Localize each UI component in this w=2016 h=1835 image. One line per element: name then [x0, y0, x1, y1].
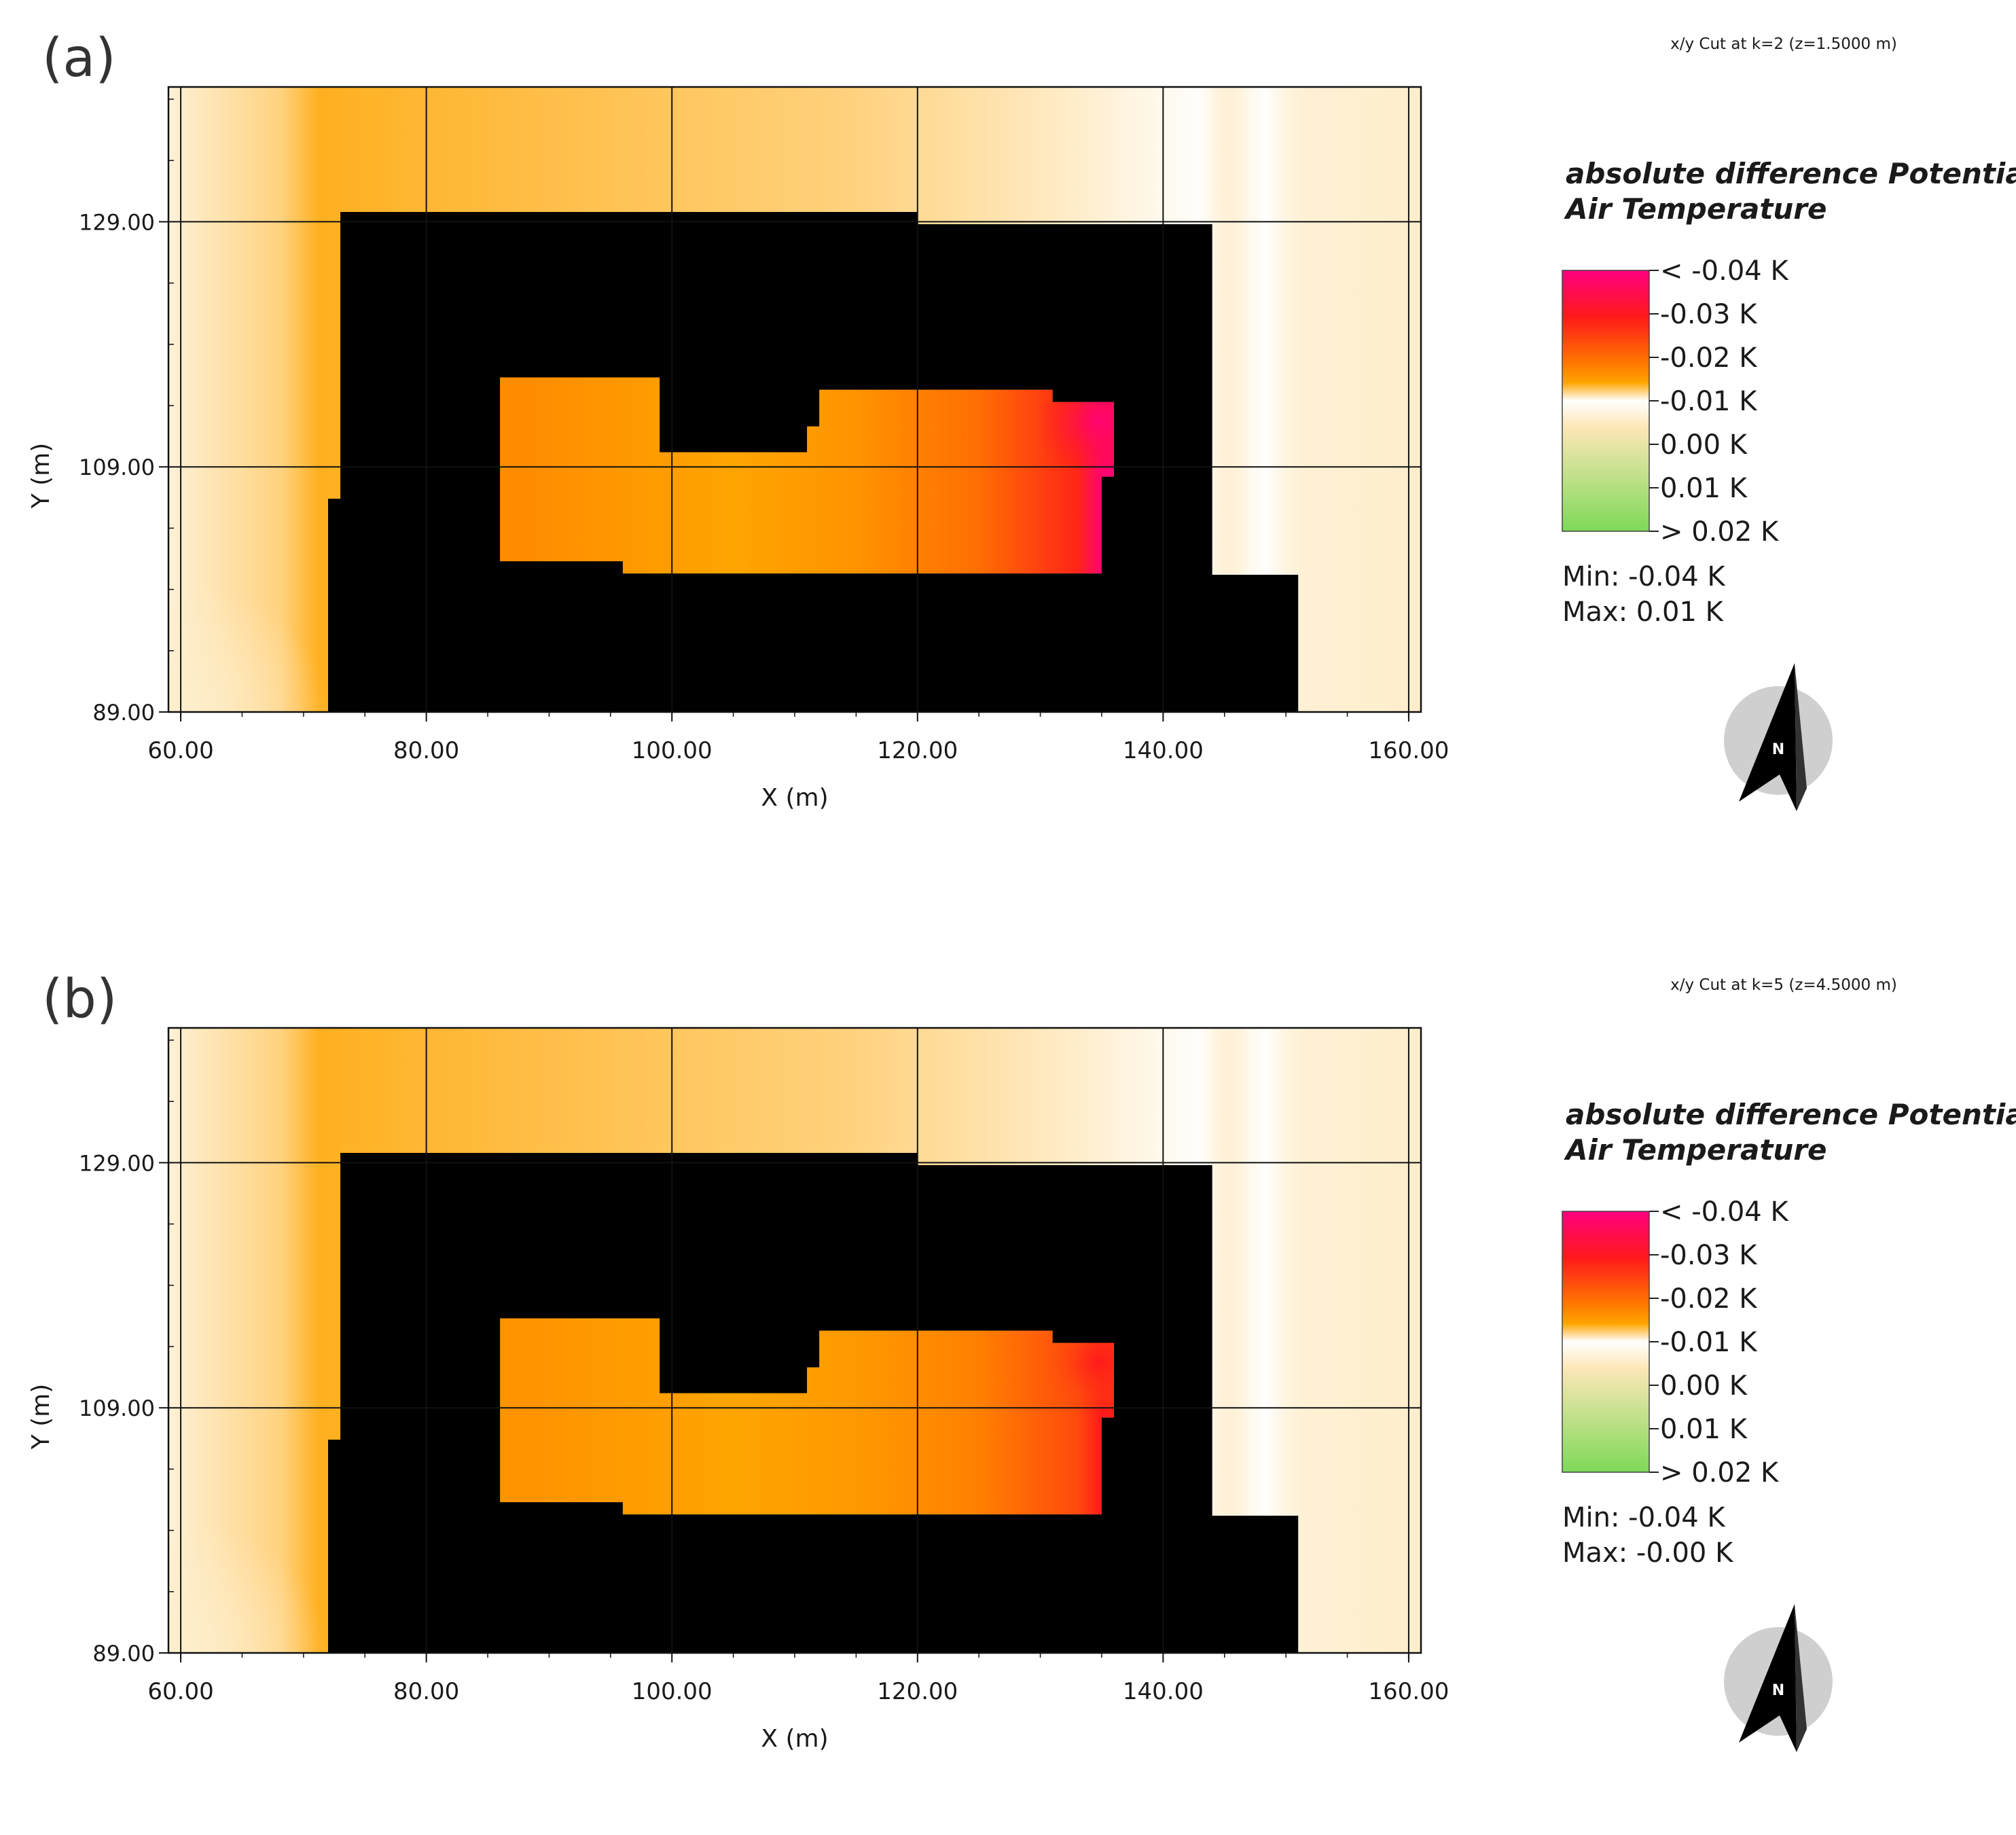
north-arrow-icon: N [1724, 663, 1833, 811]
legend-title-line-1: absolute difference Potential [1566, 157, 2016, 190]
y-tick-label: 89.00 [92, 700, 155, 726]
grid-lines [168, 87, 1421, 712]
y-tick-label: 109.00 [79, 1395, 155, 1421]
y-axis-label: Y (m) [27, 443, 55, 510]
colorbar-label: -0.02 K [1660, 1283, 1758, 1315]
min-label: Min: -0.04 K [1562, 561, 1726, 592]
x-tick-label: 160.00 [1368, 1678, 1449, 1705]
panel-label: (a) [42, 28, 116, 89]
colorbar-label: -0.01 K [1660, 1327, 1758, 1358]
north-arrow-needle-shade [1795, 1604, 1807, 1752]
north-arrow-needle-shade [1795, 663, 1807, 811]
x-tick-label: 80.00 [393, 1678, 459, 1705]
y-axis-label: Y (m) [27, 1384, 55, 1450]
colorbar-label: < -0.04 K [1660, 255, 1789, 287]
x-tick-label: 140.00 [1123, 737, 1204, 764]
cut-label: x/y Cut at k=2 (z=1.5000 m) [1670, 35, 1897, 53]
colorbar-label: -0.01 K [1660, 386, 1758, 417]
colorbar-label: 0.00 K [1660, 1370, 1748, 1402]
building-footprint [328, 212, 1299, 712]
colorbar-label: 0.01 K [1660, 473, 1748, 504]
colorbar-label: -0.03 K [1660, 1240, 1758, 1271]
colorbar-label: 0.01 K [1660, 1414, 1748, 1445]
y-tick-label: 109.00 [79, 455, 155, 480]
y-tick-label: 129.00 [79, 209, 155, 235]
colorbar [1562, 1211, 1650, 1473]
panel-b: 60.00 80.00 100.00 120.00 140.00 160.00 89.00 1… [27, 969, 2016, 1753]
north-label: N [1772, 1682, 1784, 1699]
max-label: Max: -0.00 K [1562, 1537, 1734, 1569]
x-tick-label: 60.00 [147, 1678, 213, 1705]
y-tick-label: 129.00 [79, 1150, 155, 1176]
x-tick-label: 140.00 [1123, 1678, 1204, 1705]
grid-lines [168, 1028, 1421, 1653]
courtyard-hotspot [1040, 1342, 1115, 1408]
courtyard-area [500, 377, 1115, 574]
colorbar-label: > 0.02 K [1660, 516, 1780, 548]
panel-label: (b) [42, 969, 117, 1030]
building-footprint [328, 1153, 1299, 1653]
x-axis-label: X (m) [761, 1725, 828, 1753]
legend-title-line-2: Air Temperature [1564, 1133, 1827, 1166]
colorbar-label: > 0.02 K [1660, 1457, 1780, 1489]
courtyard-area [500, 1318, 1115, 1515]
y-tick-label: 89.00 [92, 1641, 155, 1667]
x-tick-label: 120.00 [877, 737, 958, 764]
heatmap-sw-corner [168, 577, 329, 712]
heatmap-sw-corner [168, 1518, 329, 1653]
x-tick-label: 100.00 [632, 737, 713, 764]
x-tick-label: 120.00 [877, 1678, 958, 1705]
x-tick-label: 100.00 [632, 1678, 713, 1705]
heatmap-field [168, 1028, 1421, 1653]
north-arrow-needle [1739, 663, 1797, 811]
min-label: Min: -0.04 K [1562, 1502, 1726, 1533]
cut-label: x/y Cut at k=5 (z=4.5000 m) [1670, 976, 1897, 994]
colorbar [1562, 270, 1650, 532]
colorbar-label: 0.00 K [1660, 429, 1748, 461]
x-tick-label: 160.00 [1368, 737, 1449, 764]
colorbar-label: -0.03 K [1660, 299, 1758, 330]
north-arrow-needle [1739, 1604, 1797, 1752]
x-tick-label: 80.00 [393, 737, 459, 764]
courtyard-hotspot [1040, 402, 1115, 467]
legend-title-line-2: Air Temperature [1564, 192, 1827, 226]
colorbar-label: < -0.04 K [1660, 1196, 1789, 1228]
colorbar-label: -0.02 K [1660, 342, 1758, 374]
max-label: Max: 0.01 K [1562, 596, 1725, 628]
north-arrow-icon: N [1724, 1604, 1833, 1752]
legend-title-line-1: absolute difference Potential [1566, 1098, 2016, 1131]
heatmap-field [168, 87, 1421, 712]
x-axis-label: X (m) [761, 784, 828, 812]
north-label: N [1772, 741, 1784, 758]
panel-a: 60.00 80.00 100.00 120.00 140.00 160.00 89.00 1… [27, 28, 2016, 812]
x-tick-label: 60.00 [147, 737, 213, 764]
